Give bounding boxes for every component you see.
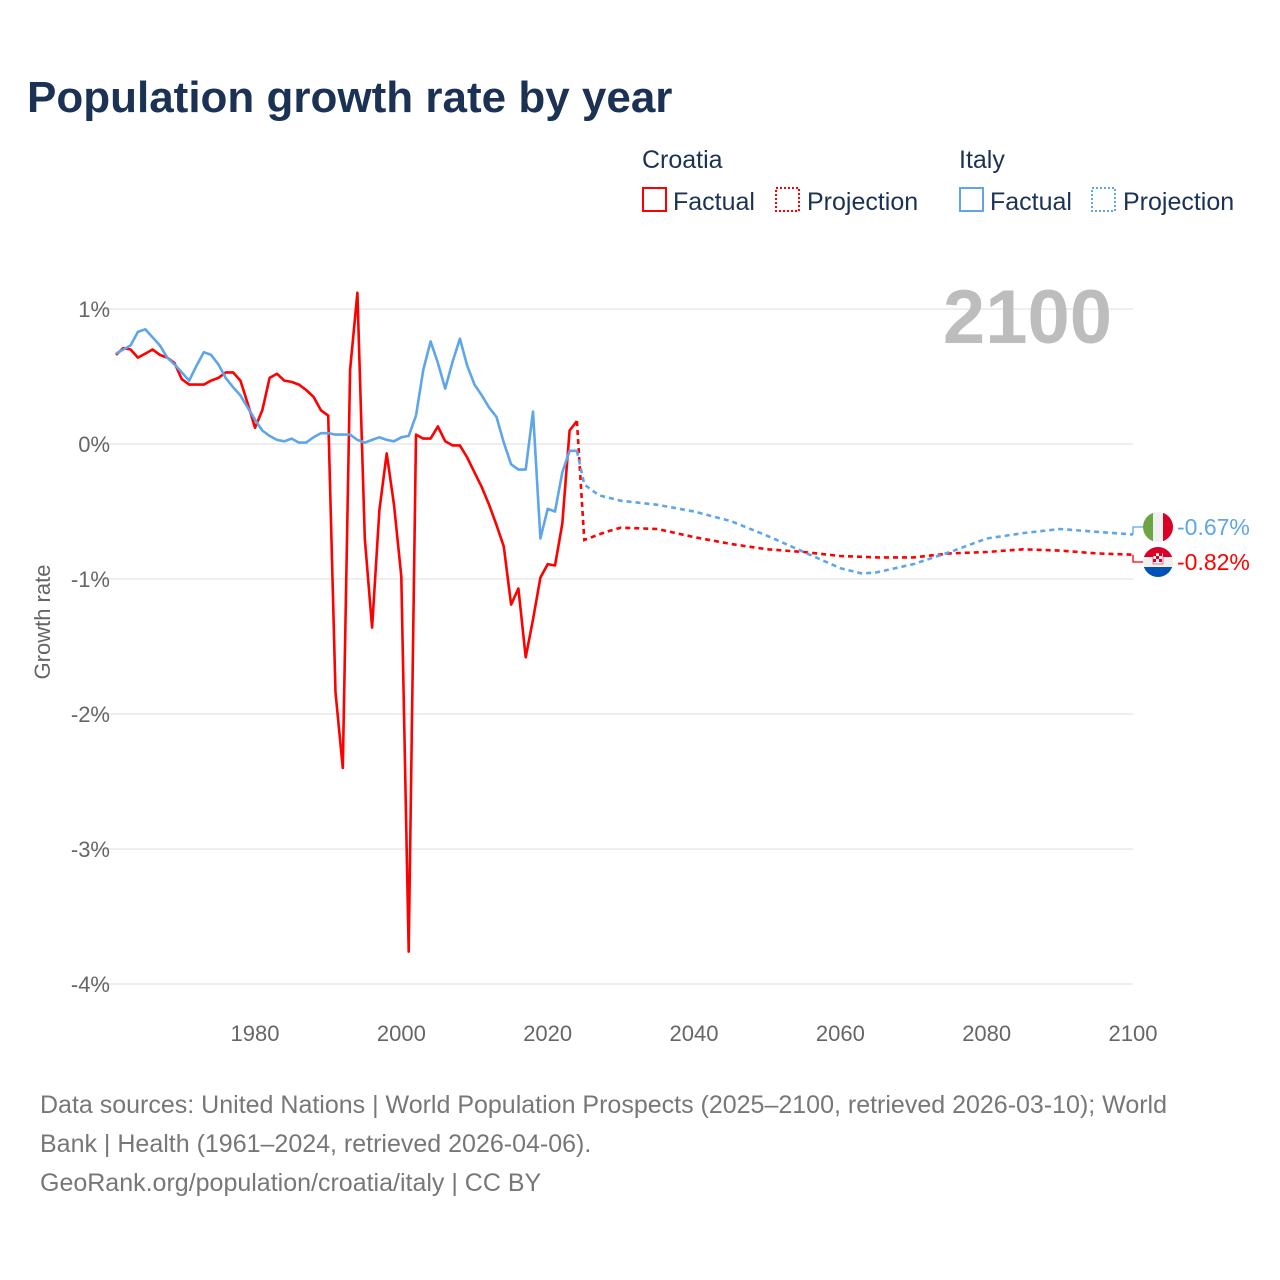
x-tick-label: 1980 bbox=[231, 1021, 280, 1046]
footer-attribution[interactable]: GeoRank.org/population/croatia/italy | C… bbox=[40, 1169, 542, 1197]
x-tick-label: 2080 bbox=[962, 1021, 1011, 1046]
y-tick-label: 1% bbox=[78, 297, 110, 322]
x-tick-label: 2000 bbox=[377, 1021, 426, 1046]
italy-label-connector bbox=[1132, 526, 1143, 535]
legend-group-italy: Italy bbox=[959, 146, 1005, 174]
legend-swatch-croatia-factual bbox=[642, 187, 667, 212]
y-tick-label: 0% bbox=[78, 432, 110, 457]
legend-swatch-croatia-projection bbox=[775, 187, 800, 212]
x-tick-label: 2100 bbox=[1109, 1021, 1158, 1046]
gridlines bbox=[90, 308, 1133, 985]
y-tick-label: -2% bbox=[71, 702, 110, 727]
y-tick-label: -3% bbox=[71, 837, 110, 862]
legend-croatia-factual[interactable]: Factual bbox=[673, 188, 755, 216]
footer-sources-line2: Bank | Health (1961–2024, retrieved 2026… bbox=[40, 1130, 591, 1158]
croatia-factual-line bbox=[115, 291, 578, 953]
chart-title: Population growth rate by year bbox=[27, 73, 672, 122]
legend-swatch-italy-projection bbox=[1091, 187, 1116, 212]
italy-end-label: -0.67% bbox=[1177, 514, 1250, 540]
current-year-label: 2100 bbox=[943, 275, 1112, 360]
x-tick-label: 2040 bbox=[670, 1021, 719, 1046]
x-axis-ticks: 1980 2000 2020 2040 2060 2080 2100 bbox=[231, 1021, 1158, 1046]
y-tick-label: -4% bbox=[71, 972, 110, 997]
italy-projection-line bbox=[575, 450, 1134, 575]
italy-factual-line bbox=[115, 328, 577, 540]
croatia-flag-icon bbox=[1143, 547, 1173, 577]
legend-croatia-projection[interactable]: Projection bbox=[807, 188, 918, 216]
x-tick-label: 2020 bbox=[523, 1021, 572, 1046]
legend-swatch-italy-factual bbox=[959, 187, 984, 212]
legend-group-croatia: Croatia bbox=[642, 146, 723, 174]
y-tick-label: -1% bbox=[71, 567, 110, 592]
y-axis-ticks: 1% 0% -1% -2% -3% -4% bbox=[71, 297, 110, 997]
croatia-projection-line bbox=[575, 421, 1134, 559]
legend-italy-factual[interactable]: Factual bbox=[990, 188, 1072, 216]
x-tick-label: 2060 bbox=[816, 1021, 865, 1046]
croatia-label-connector bbox=[1132, 554, 1143, 563]
croatia-end-label: -0.82% bbox=[1177, 549, 1250, 575]
legend: Croatia Factual Projection Italy Factual… bbox=[642, 146, 1234, 216]
y-axis-label: Growth rate bbox=[30, 565, 55, 680]
legend-italy-projection[interactable]: Projection bbox=[1123, 188, 1234, 216]
footer-sources-line1: Data sources: United Nations | World Pop… bbox=[40, 1091, 1167, 1119]
series-lines bbox=[115, 291, 1143, 953]
italy-flag-icon bbox=[1143, 512, 1173, 542]
